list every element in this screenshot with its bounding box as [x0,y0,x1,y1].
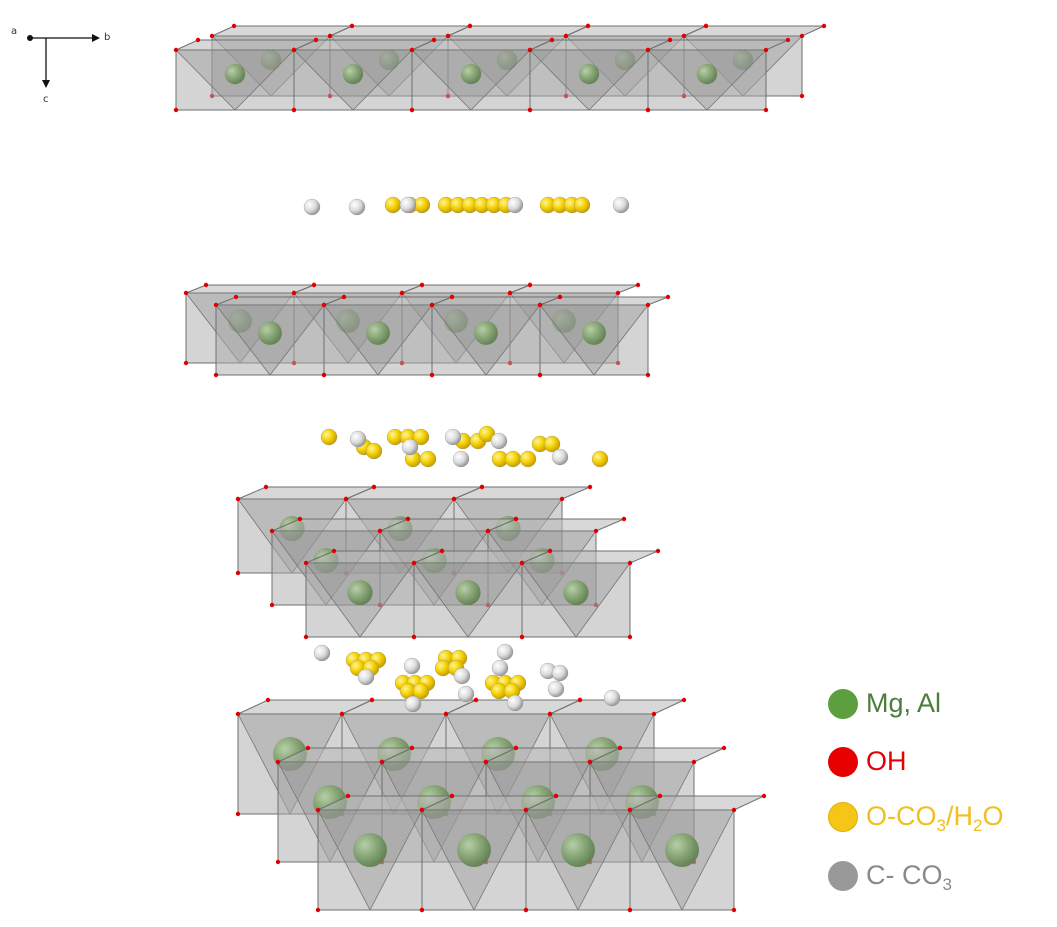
hydroxide-layer-3 [235,484,661,640]
interlayer-3-oxygen [345,649,527,700]
legend-item-o-co3-h2o: O-CO3/H2O [828,801,1004,835]
interlayer-1-carbon [303,196,630,216]
axis-label-c: c [43,94,49,105]
legend-item-c-co3: C- CO3 [828,860,952,894]
hydroxide-layer-1 [173,23,827,113]
interlayer-2-carbon [349,428,569,468]
legend-label-c-co3: C- CO3 [866,860,952,894]
legend-label-o-co3-h2o: O-CO3/H2O [866,801,1004,835]
interlayer-3-carbon [313,643,621,713]
legend-label-oh: OH [866,746,907,776]
hydroxide-layer-4 [235,697,767,913]
gray-dot-icon [828,860,858,891]
axis-label-b: b [104,32,111,43]
red-dot-icon [828,746,858,777]
hydroxide-layer-2 [183,282,671,378]
legend-label-mg-al: Mg, Al [866,688,942,718]
axis-label-a: a [11,26,18,37]
legend-item-mg-al: Mg, Al [828,688,941,719]
yellow-dot-icon [828,801,858,832]
legend-item-oh: OH [828,746,907,777]
green-dot-icon [828,688,858,719]
axis-indicator [27,34,100,88]
